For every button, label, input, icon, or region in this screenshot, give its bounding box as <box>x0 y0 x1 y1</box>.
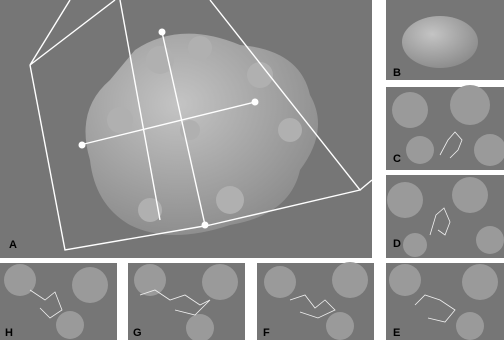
panel-label: F <box>263 327 270 339</box>
panel-label: A <box>9 239 17 251</box>
panel-label: G <box>133 327 142 339</box>
panel-label: E <box>393 327 400 339</box>
panel-label: B <box>393 67 401 79</box>
panel-a: A <box>0 0 372 258</box>
panel-label: C <box>393 153 401 165</box>
panel-d: D <box>386 175 504 258</box>
panel-f: F <box>257 262 374 340</box>
panel-e: E <box>386 263 504 340</box>
axis-handles <box>78 28 259 229</box>
panel-g: G <box>128 263 245 340</box>
panel-c: C <box>386 85 504 170</box>
panel-b: B <box>386 0 504 80</box>
panel-label: H <box>5 327 13 339</box>
panel-label: D <box>393 238 401 250</box>
panel-h: H <box>0 263 117 340</box>
grid-box <box>29 0 372 251</box>
